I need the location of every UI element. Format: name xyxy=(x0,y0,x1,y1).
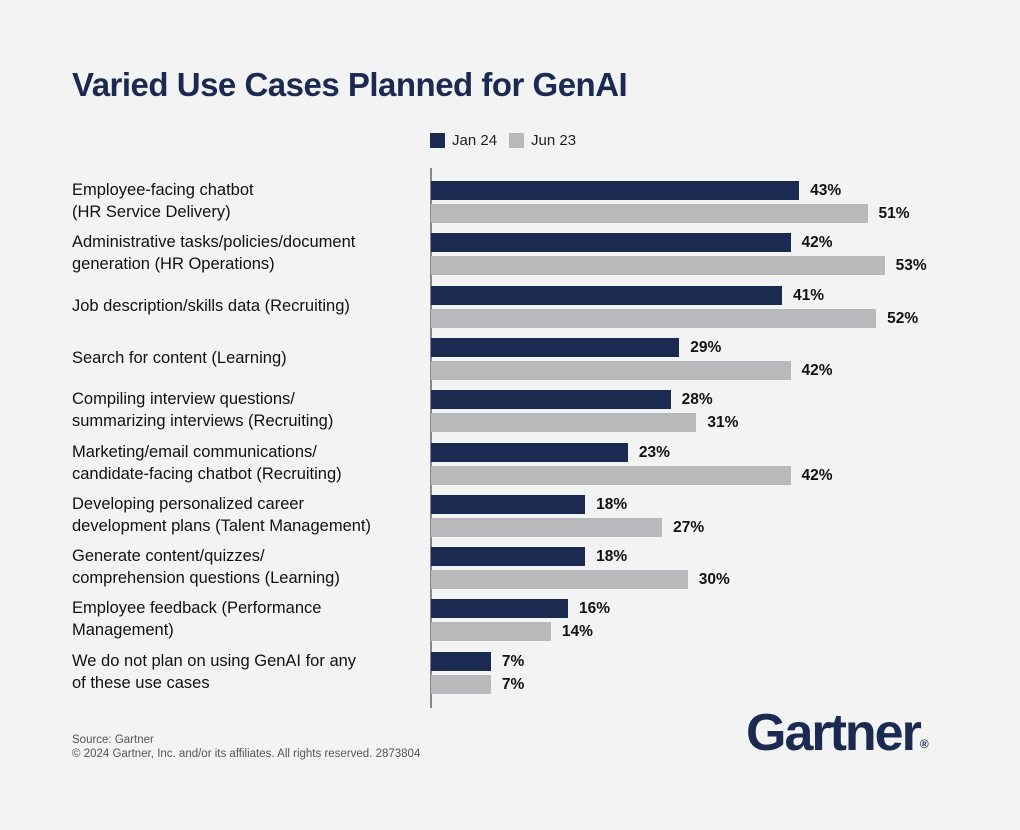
bar-jun23 xyxy=(431,570,688,590)
data-label: 16% xyxy=(578,600,610,618)
bar-jan24 xyxy=(431,494,586,514)
y-axis-line xyxy=(430,168,432,708)
data-label: 18% xyxy=(596,548,628,566)
category-label: Employee-facing chatbot (HR Service Deliv… xyxy=(72,179,422,223)
bar-jan24 xyxy=(431,233,791,253)
category-label-line: Developing personalized career xyxy=(72,494,305,513)
chart-title: Varied Use Cases Planned for GenAI xyxy=(72,66,628,103)
bar-jun23 xyxy=(431,308,877,328)
data-label: 30% xyxy=(698,571,730,589)
category-label-line: candidate-facing chatbot (Recruiting) xyxy=(72,464,342,483)
category-label-line: We do not plan on using GenAI for any xyxy=(72,651,357,670)
bar-jan24 xyxy=(431,390,671,410)
bar-jan24 xyxy=(431,181,800,200)
bar-jun23 xyxy=(431,204,868,223)
bar-jun23 xyxy=(431,256,885,276)
category-label: Developing personalized career developmen… xyxy=(72,493,422,537)
copyright-note: © 2024 Gartner, Inc. and/or its affiliat… xyxy=(72,748,421,760)
data-label: 42% xyxy=(801,466,833,484)
legend-item-jun23: Jun 23 xyxy=(509,132,576,149)
bar-jun23 xyxy=(431,674,491,694)
data-label: 43% xyxy=(810,182,842,199)
bar-jun23 xyxy=(431,413,697,433)
category-label-line: Management) xyxy=(72,621,174,640)
data-label: 27% xyxy=(673,518,705,536)
legend-swatch-jun23 xyxy=(509,133,525,148)
legend-label-jan24: Jan 24 xyxy=(452,132,498,149)
bar-jan24 xyxy=(431,285,782,305)
category-label: Compiling interview questions/summarizin… xyxy=(72,388,422,432)
bar-jan24 xyxy=(431,651,491,671)
legend-item-jan24: Jan 24 xyxy=(430,132,497,149)
legend-label-jun23: Jun 23 xyxy=(531,132,577,149)
category-label: We do not plan on using GenAI for any of … xyxy=(72,650,422,694)
legend: Jan 24 Jun 23 xyxy=(430,132,588,149)
gartner-logo: Gartner® xyxy=(746,704,929,762)
data-label: 42% xyxy=(801,234,833,252)
data-label: 42% xyxy=(801,361,833,379)
category-label-line: Job description/skills data (Recruiting) xyxy=(72,296,350,315)
bar-jun23 xyxy=(431,517,663,537)
source-note: Source: Gartner xyxy=(72,734,154,746)
category-label-line: Generate content/quizzes/ xyxy=(72,547,265,566)
category-label-line: (HR Service Delivery) xyxy=(72,203,231,221)
legend-swatch-jan24 xyxy=(430,133,445,148)
data-label: 23% xyxy=(638,443,670,461)
category-label: Job description/skills data (Recruiting) xyxy=(72,295,422,317)
bar-jan24 xyxy=(431,547,586,567)
category-label: Search for content (Learning) xyxy=(72,347,422,369)
bar-jun23 xyxy=(431,622,551,642)
category-label-line: Search for content (Learning) xyxy=(72,348,287,367)
category-label-line: of these use cases xyxy=(72,673,210,692)
footer: Source: Gartner © 2024 Gartner, Inc. and… xyxy=(72,733,420,761)
data-label: 52% xyxy=(887,309,919,327)
category-label-line: Marketing/email communications/ xyxy=(72,442,317,461)
category-label-line: development plans (Talent Management) xyxy=(72,516,372,535)
bar-jun23 xyxy=(431,360,791,380)
data-label: 18% xyxy=(596,495,628,513)
data-label: 28% xyxy=(681,391,713,409)
category-label-line: Administrative tasks/policies/document xyxy=(72,233,356,252)
data-label: 31% xyxy=(707,414,739,432)
category-label-line: Compiling interview questions/ xyxy=(72,390,295,409)
category-label-line: summarizing interviews (Recruiting) xyxy=(72,412,334,431)
category-label-line: generation (HR Operations) xyxy=(72,255,275,274)
bar-jan24 xyxy=(431,337,680,357)
data-label: 51% xyxy=(878,205,910,222)
data-label: 29% xyxy=(690,338,722,356)
category-label-line: Employee feedback (Performance xyxy=(72,599,322,618)
category-label: Generate content/quizzes/comprehension q… xyxy=(72,545,422,589)
category-label: Administrative tasks/policies/document ge… xyxy=(72,231,422,275)
data-label: 7% xyxy=(501,652,525,670)
category-label-line: comprehension questions (Learning) xyxy=(72,569,340,588)
category-label: Employee feedback (Performance Management… xyxy=(72,597,422,641)
data-label: 53% xyxy=(895,257,927,275)
data-label: 14% xyxy=(561,623,593,641)
data-label: 7% xyxy=(501,675,525,693)
bar-jun23 xyxy=(431,465,791,485)
bar-jan24 xyxy=(431,599,568,619)
bar-jan24 xyxy=(431,442,628,462)
category-label-line: Employee-facing chatbot xyxy=(72,181,254,199)
data-label: 41% xyxy=(792,286,824,304)
category-label: Marketing/email communications/candidate… xyxy=(72,441,422,485)
